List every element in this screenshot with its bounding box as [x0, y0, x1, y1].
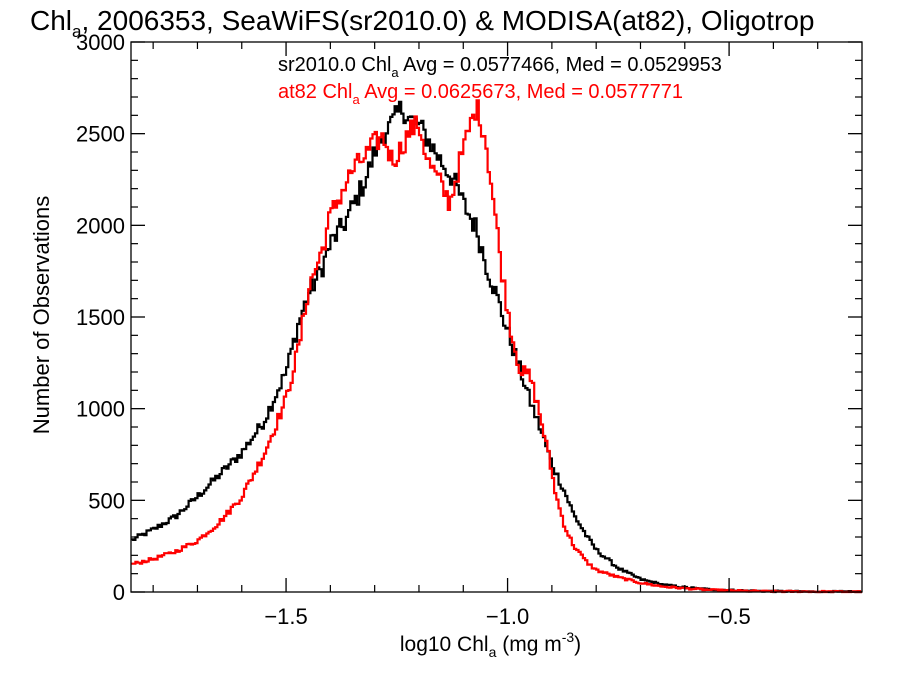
- histogram-series-2: [131, 99, 862, 594]
- y-tick-label: 2500: [76, 122, 125, 147]
- y-tick-label: 500: [88, 488, 125, 513]
- y-tick-label: 2000: [76, 213, 125, 238]
- y-tick-label: 3000: [76, 30, 125, 55]
- y-axis-label: Number of Observations: [29, 196, 54, 434]
- y-tick-label: 1000: [76, 397, 125, 422]
- x-tick-label: −1.0: [486, 604, 529, 629]
- y-tick-label: 1500: [76, 305, 125, 330]
- plot-frame: [130, 41, 863, 593]
- x-axis-label: log10 Chla (mg m-3): [400, 629, 581, 660]
- legend-entry-2: at82 Chla Avg = 0.0625673, Med = 0.05777…: [278, 81, 683, 107]
- ticks-layer: [131, 41, 862, 593]
- text-layer: −1.5 −1.0 −0.5 0 500 1000 1500 2000 2500 3000Chla…: [29, 5, 814, 660]
- x-tick-label: −1.5: [264, 604, 307, 629]
- y-tick-label: 0: [113, 580, 125, 605]
- x-tick-label: −0.5: [707, 604, 750, 629]
- histogram-series-1: [131, 100, 862, 594]
- legend-entry-1: sr2010.0 Chla Avg = 0.0577466, Med = 0.0…: [278, 54, 722, 80]
- chart-title: Chla, 2006353, SeaWiFS(sr2010.0) & MODIS…: [30, 5, 814, 41]
- series-layer: [131, 99, 862, 594]
- plot-border: [130, 41, 863, 593]
